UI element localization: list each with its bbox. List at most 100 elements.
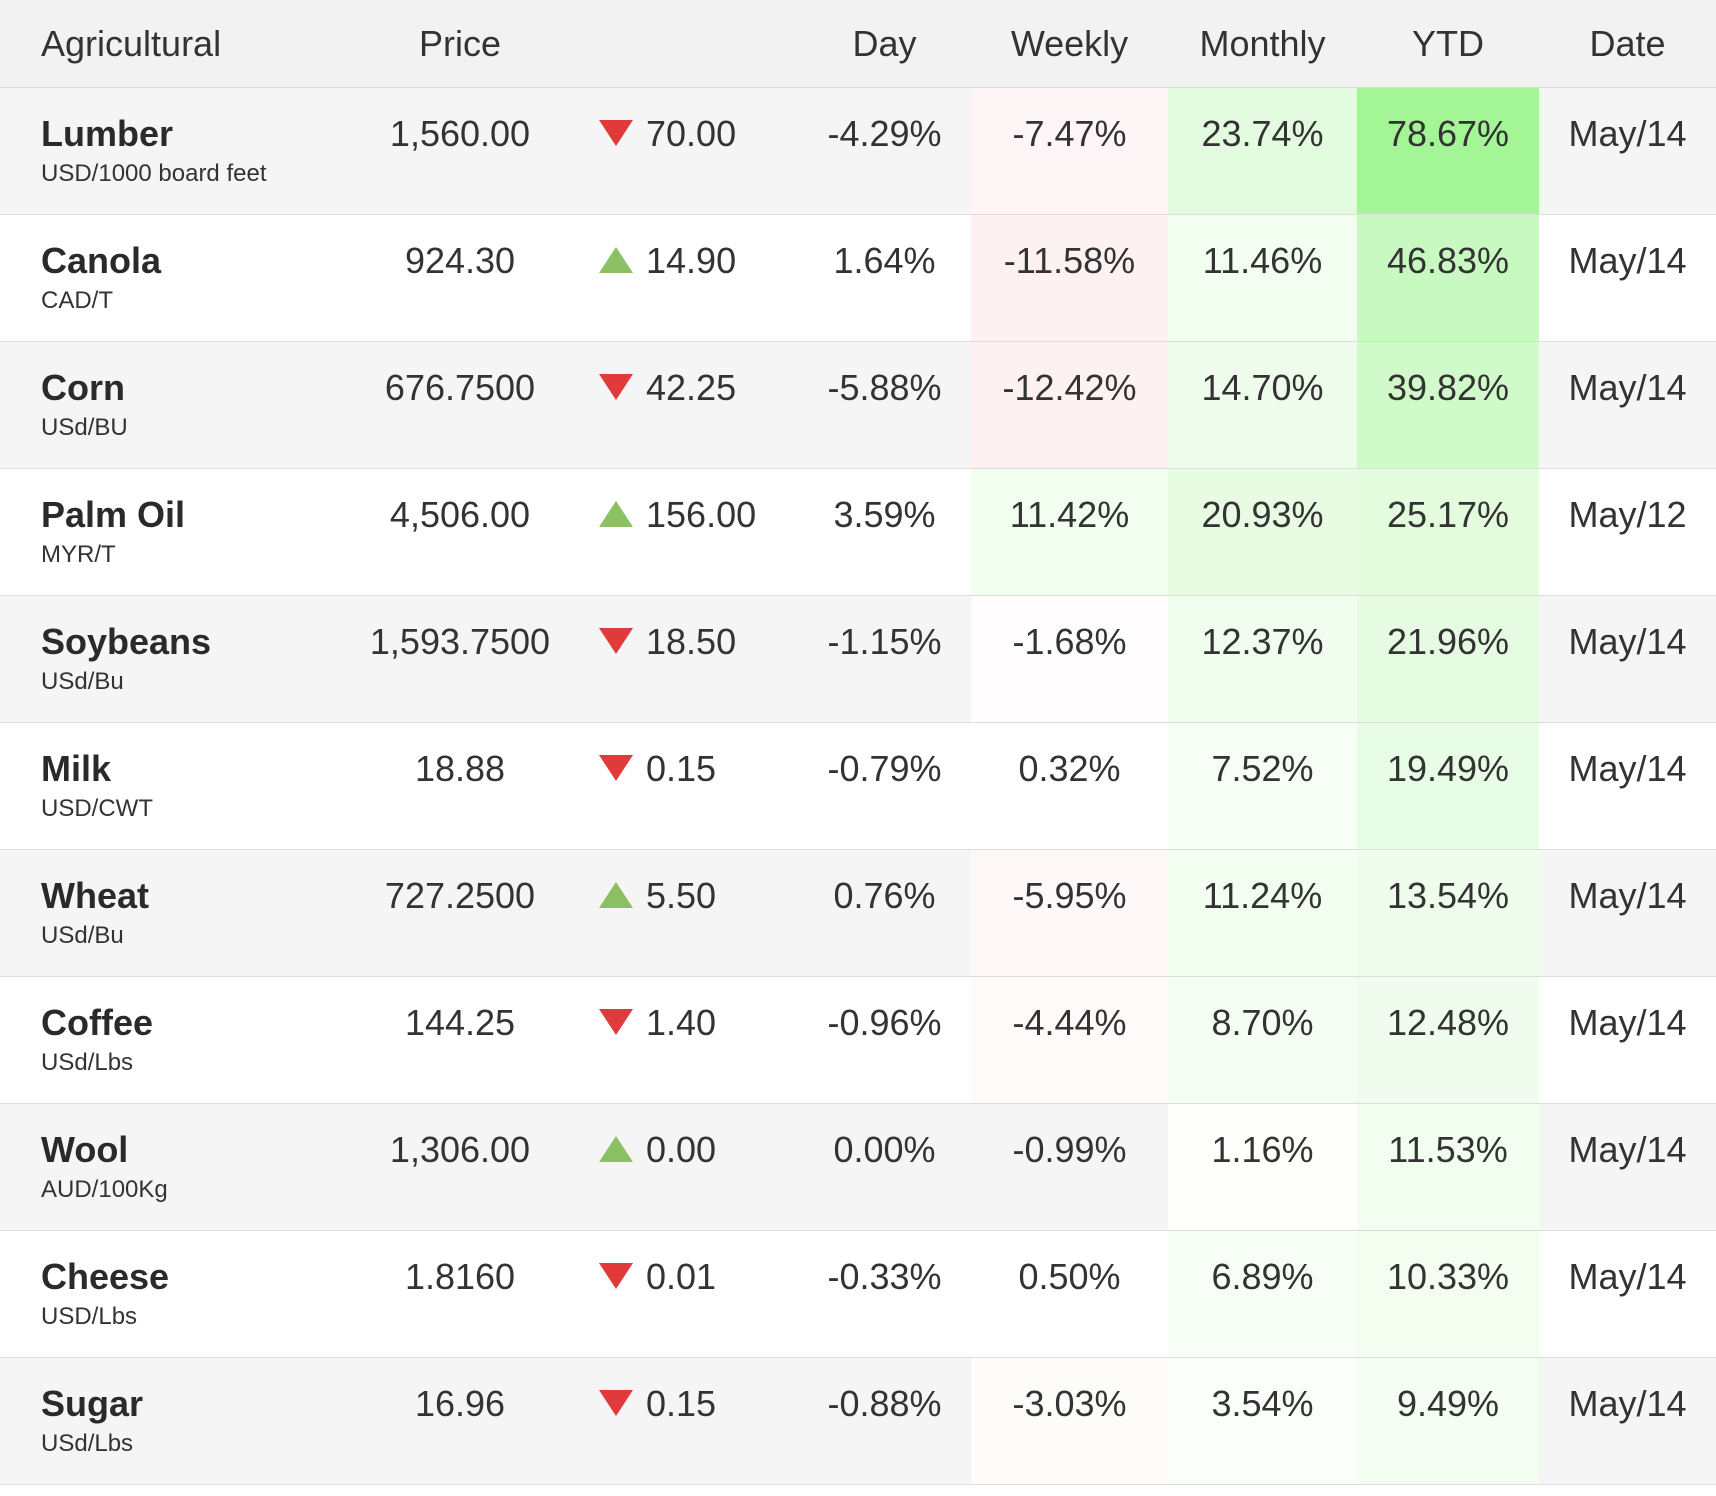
ytd-cell: 11.53%	[1357, 1103, 1539, 1231]
monthly-cell: 8.70%	[1168, 976, 1357, 1104]
monthly-change: 6.89%	[1211, 1256, 1314, 1297]
header-row: Agricultural Price Day Weekly Monthly YT…	[0, 0, 1716, 88]
price: 727.2500	[384, 875, 536, 916]
weekly-change: -11.58%	[1003, 240, 1136, 281]
price-cell: 1.8160	[350, 1230, 570, 1358]
header-cell[interactable]: Day	[798, 0, 971, 88]
price-cell: 18.88	[350, 722, 570, 850]
commodity-unit: USD/Lbs	[41, 1303, 138, 1330]
weekly-change: 11.42%	[1009, 494, 1130, 535]
arrow-down	[599, 1390, 633, 1416]
day-change: -1.15%	[827, 621, 942, 662]
ytd-change: 78.67%	[1386, 113, 1510, 154]
commodity-name: Milk	[41, 748, 112, 789]
price: 676.7500	[384, 367, 536, 408]
date-cell: May/14	[1539, 1103, 1716, 1231]
change: 0.15	[646, 1383, 717, 1424]
price-cell: 4,506.00	[350, 468, 570, 596]
monthly-cell: 23.74%	[1168, 87, 1357, 215]
ytd-cell: 12.48%	[1357, 976, 1539, 1104]
arrow-up	[599, 247, 633, 273]
date: May/12	[1568, 494, 1687, 535]
date-cell: May/14	[1539, 87, 1716, 215]
day-change: -5.88%	[827, 367, 942, 408]
name-cell: Sugar USd/Lbs	[0, 1357, 350, 1485]
day-cell: -4.29%	[798, 87, 971, 215]
commodity-unit: CAD/T	[41, 287, 113, 314]
commodity-unit: USd/Bu	[41, 668, 124, 695]
monthly-cell: 12.37%	[1168, 595, 1357, 723]
monthly-cell: 20.93%	[1168, 468, 1357, 596]
date: May/14	[1568, 1256, 1687, 1297]
date-cell: May/14	[1539, 1230, 1716, 1358]
name-cell: Coffee USd/Lbs	[0, 976, 350, 1104]
day-change: -0.88%	[827, 1383, 942, 1424]
day-cell: -1.15%	[798, 595, 971, 723]
commodity-name: Cheese	[41, 1256, 170, 1297]
monthly-change: 3.54%	[1211, 1383, 1314, 1424]
header-cell[interactable]: YTD	[1357, 0, 1539, 88]
ytd-change: 11.53%	[1388, 1129, 1508, 1170]
commodity-unit: USd/BU	[41, 414, 128, 441]
ytd-change: 12.48%	[1386, 1002, 1510, 1043]
direction-arrow	[599, 1009, 633, 1035]
change: 0.01	[646, 1256, 717, 1297]
header-cell[interactable]: Date	[1539, 0, 1716, 88]
price: 1,593.7500	[369, 621, 551, 662]
price-cell: 727.2500	[350, 849, 570, 977]
date: May/14	[1568, 1002, 1687, 1043]
day-cell: 3.59%	[798, 468, 971, 596]
commodity-name: Coffee	[41, 1002, 154, 1043]
commodity-name: Palm Oil	[41, 494, 186, 535]
ytd-cell: 19.49%	[1357, 722, 1539, 850]
table-row: Milk USD/CWT 18.88 0.15 -0.79% 0.32% 7.52% 19.4…	[0, 722, 1716, 850]
ytd-change: 10.33%	[1386, 1256, 1510, 1297]
ytd-cell: 13.54%	[1357, 849, 1539, 977]
day-cell: -0.33%	[798, 1230, 971, 1358]
ytd-change: 39.82%	[1386, 367, 1510, 408]
price-cell: 676.7500	[350, 341, 570, 469]
price-cell: 144.25	[350, 976, 570, 1104]
change: 14.90	[646, 240, 737, 281]
arrow-down	[599, 120, 633, 146]
day-cell: 0.76%	[798, 849, 971, 977]
name-cell: Canola CAD/T	[0, 214, 350, 342]
header-cell[interactable]: Weekly	[971, 0, 1168, 88]
weekly-cell: 0.50%	[971, 1230, 1168, 1358]
monthly-cell: 11.24%	[1168, 849, 1357, 977]
name-cell: Cheese USD/Lbs	[0, 1230, 350, 1358]
header-cell[interactable]: Monthly	[1168, 0, 1357, 88]
weekly-cell: -4.44%	[971, 976, 1168, 1104]
commodity-name: Wool	[41, 1129, 129, 1170]
table-row: Wheat USd/Bu 727.2500 5.50 0.76% -5.95% 11.24%…	[0, 849, 1716, 977]
date-cell: May/14	[1539, 849, 1716, 977]
change-cell: 0.01	[570, 1230, 798, 1358]
change: 70.00	[646, 113, 737, 154]
weekly-cell: -3.03%	[971, 1357, 1168, 1485]
weekly-cell: 0.32%	[971, 722, 1168, 850]
ytd-cell: 25.17%	[1357, 468, 1539, 596]
header-cell[interactable]: Agricultural	[0, 0, 350, 88]
header-cell[interactable]: Price	[350, 0, 570, 88]
price: 144.25	[404, 1002, 516, 1043]
weekly-change: -7.47%	[1012, 113, 1127, 154]
weekly-change: -1.68%	[1012, 621, 1127, 662]
price: 1.8160	[404, 1256, 516, 1297]
arrow-down	[599, 1009, 633, 1035]
ytd-change: 21.96%	[1386, 621, 1510, 662]
weekly-change: -12.42%	[1002, 367, 1137, 408]
monthly-cell: 14.70%	[1168, 341, 1357, 469]
day-cell: -0.88%	[798, 1357, 971, 1485]
monthly-change: 7.52%	[1211, 748, 1314, 789]
table-row: Canola CAD/T 924.30 14.90 1.64% -11.58% 11.46%…	[0, 214, 1716, 342]
commodity-unit: USd/Lbs	[41, 1430, 134, 1457]
price: 4,506.00	[389, 494, 531, 535]
date: May/14	[1568, 367, 1687, 408]
weekly-cell: -12.42%	[971, 341, 1168, 469]
weekly-change: -4.44%	[1012, 1002, 1127, 1043]
day-cell: -0.96%	[798, 976, 971, 1104]
date-cell: May/14	[1539, 595, 1716, 723]
change: 0.00	[646, 1129, 717, 1170]
day-change: 3.59%	[833, 494, 936, 535]
